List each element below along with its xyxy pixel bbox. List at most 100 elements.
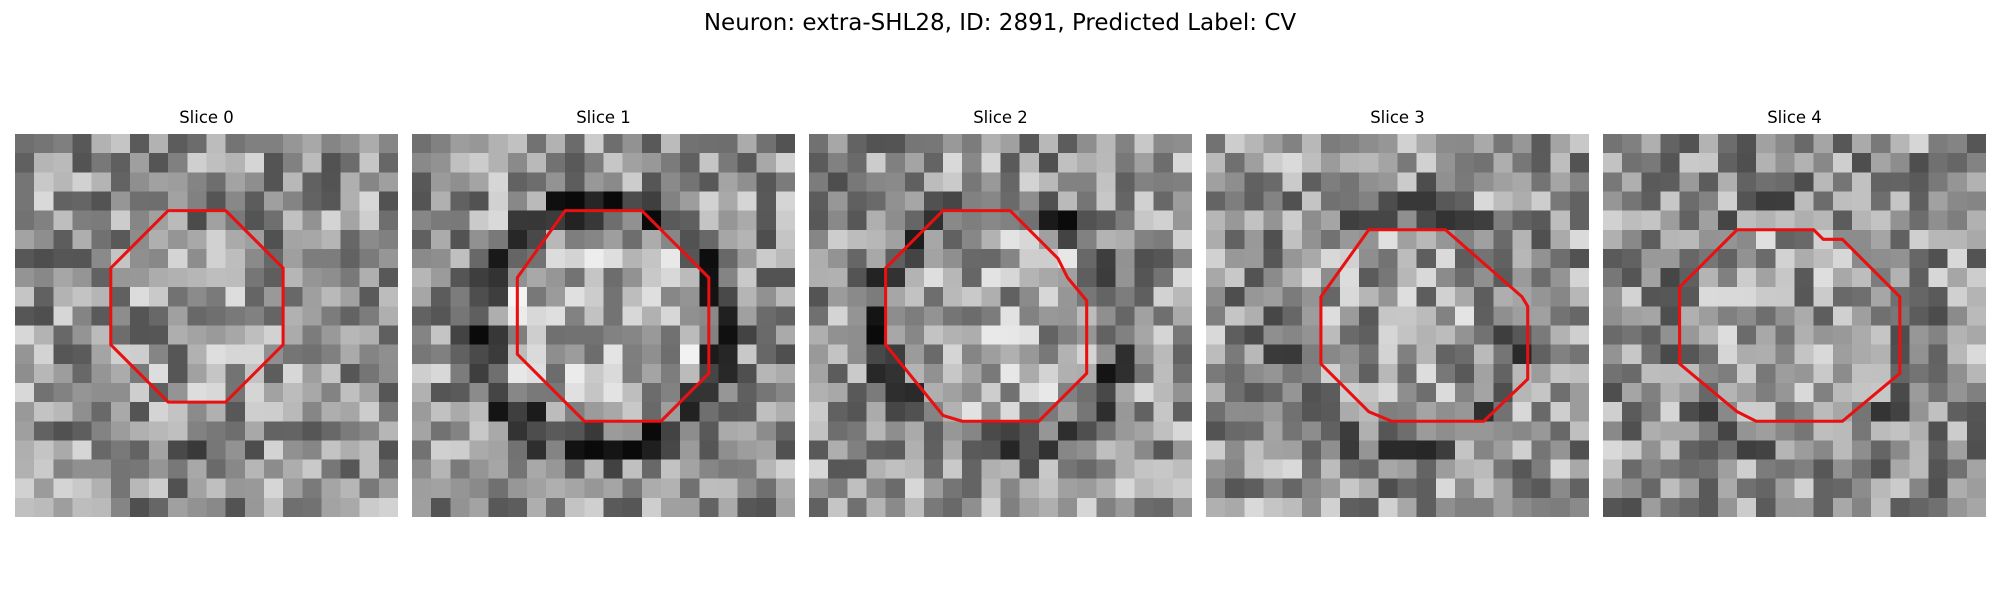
image-pixel <box>1928 382 1949 403</box>
image-pixel <box>1474 248 1494 269</box>
image-pixel <box>1622 497 1642 517</box>
image-pixel <box>756 459 777 480</box>
image-pixel <box>962 382 982 403</box>
image-pixel <box>129 382 150 403</box>
image-pixel <box>546 325 566 346</box>
image-pixel <box>737 459 758 480</box>
image-pixel <box>1134 459 1155 480</box>
image-pixel <box>225 191 246 211</box>
image-pixel <box>72 268 92 288</box>
image-pixel <box>1397 268 1418 288</box>
image-pixel <box>1775 325 1795 346</box>
image-pixel <box>1851 287 1872 307</box>
image-pixel <box>1813 153 1834 173</box>
image-pixel <box>1038 287 1059 307</box>
image-pixel <box>1416 153 1437 173</box>
image-pixel <box>1225 287 1245 307</box>
image-pixel <box>1096 440 1116 460</box>
image-pixel <box>1474 363 1494 384</box>
image-pixel <box>1397 287 1418 307</box>
image-pixel <box>206 325 227 346</box>
image-pixel <box>1813 402 1834 422</box>
image-pixel <box>1947 153 1968 173</box>
image-pixel <box>737 134 758 154</box>
image-pixel <box>53 421 73 441</box>
slice-image <box>1206 134 1589 517</box>
image-pixel <box>565 382 585 403</box>
image-pixel <box>321 402 341 422</box>
image-pixel <box>943 344 963 365</box>
image-pixel <box>1717 363 1738 384</box>
image-pixel <box>283 229 303 250</box>
image-pixel <box>1756 248 1776 269</box>
image-pixel <box>962 287 982 307</box>
image-pixel <box>1928 248 1949 269</box>
image-pixel <box>1737 478 1757 499</box>
image-pixel <box>469 459 489 480</box>
image-pixel <box>847 344 867 365</box>
image-pixel <box>1698 153 1719 173</box>
image-pixel <box>1871 191 1891 211</box>
figure-title: Neuron: extra-SHL28, ID: 2891, Predicted… <box>703 10 1297 36</box>
image-pixel <box>507 421 528 441</box>
image-pixel <box>149 478 169 499</box>
image-pixel <box>110 172 131 192</box>
image-pixel <box>1153 344 1174 365</box>
image-pixel <box>34 459 54 480</box>
image-pixel <box>1077 287 1097 307</box>
image-pixel <box>1077 191 1097 211</box>
image-pixel <box>1244 268 1264 288</box>
image-pixel <box>488 478 509 499</box>
image-pixel <box>641 402 662 422</box>
image-pixel <box>775 421 795 441</box>
image-pixel <box>1134 172 1155 192</box>
image-pixel <box>622 459 643 480</box>
image-pixel <box>866 382 886 403</box>
image-pixel <box>866 363 886 384</box>
image-pixel <box>660 421 681 441</box>
image-pixel <box>1569 440 1589 460</box>
image-pixel <box>1282 325 1303 346</box>
image-pixel <box>847 287 867 307</box>
image-pixel <box>1115 440 1135 460</box>
image-pixel <box>1397 134 1418 154</box>
image-pixel <box>302 134 322 154</box>
image-pixel <box>756 478 777 499</box>
image-pixel <box>1569 382 1589 403</box>
image-pixel <box>1359 421 1379 441</box>
image-pixel <box>1641 459 1661 480</box>
image-pixel <box>359 382 380 403</box>
image-pixel <box>1775 248 1795 269</box>
image-pixel <box>1115 402 1135 422</box>
image-pixel <box>412 440 432 460</box>
image-pixel <box>378 363 398 384</box>
image-pixel <box>1641 325 1661 346</box>
image-pixel <box>15 287 35 307</box>
image-pixel <box>962 363 982 384</box>
image-pixel <box>359 172 380 192</box>
image-pixel <box>1416 421 1437 441</box>
image-pixel <box>1096 344 1116 365</box>
image-pixel <box>1038 421 1059 441</box>
image-pixel <box>847 421 867 441</box>
image-pixel <box>1493 287 1513 307</box>
image-pixel <box>981 134 1001 154</box>
image-pixel <box>1794 287 1815 307</box>
image-pixel <box>866 421 886 441</box>
image-pixel <box>847 402 867 422</box>
image-pixel <box>488 153 509 173</box>
image-pixel <box>488 229 509 250</box>
image-pixel <box>1717 382 1738 403</box>
image-pixel <box>1531 497 1552 517</box>
image-pixel <box>1569 191 1589 211</box>
image-pixel <box>1378 497 1398 517</box>
image-pixel <box>340 306 361 326</box>
image-pixel <box>828 191 848 211</box>
image-pixel <box>584 268 604 288</box>
image-pixel <box>1397 459 1418 480</box>
image-pixel <box>1794 268 1815 288</box>
image-pixel <box>981 268 1001 288</box>
image-pixel <box>283 402 303 422</box>
image-pixel <box>1096 306 1116 326</box>
image-pixel <box>1966 153 1986 173</box>
